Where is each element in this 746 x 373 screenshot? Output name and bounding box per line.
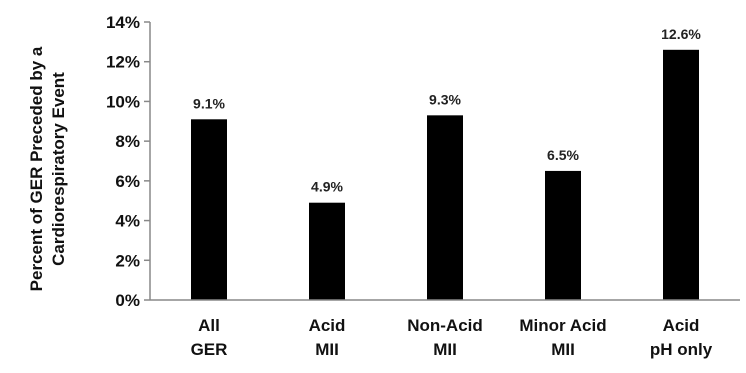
x-axis-categories: All GER Acid MII Non-Acid MII Minor Acid MII Aci… [191, 316, 713, 359]
y-tick-label: 14% [106, 13, 140, 32]
y-tick-label: 4% [115, 212, 140, 231]
x-category-label: MII [551, 340, 575, 359]
y-axis-ticks: 0% 2% 4% 6% 8% 10% 12% 14% [106, 13, 150, 310]
bar [191, 119, 227, 300]
x-category-label: MII [315, 340, 339, 359]
data-label: 9.1% [193, 95, 225, 111]
x-category-label: All [198, 316, 220, 335]
x-category-label: GER [191, 340, 228, 359]
data-label: 12.6% [661, 26, 701, 42]
bar [427, 115, 463, 300]
data-labels: 9.1% 4.9% 9.3% 6.5% 12.6% [193, 26, 701, 195]
bar [309, 202, 345, 300]
x-category-label: Acid [309, 316, 346, 335]
data-label: 6.5% [547, 147, 579, 163]
y-tick-label: 12% [106, 53, 140, 72]
y-axis-label-line: Cardiorespiratory Event [49, 72, 68, 266]
y-axis-label-line: Percent of GER Preceded by a [27, 46, 46, 291]
x-category-label: Non-Acid [407, 316, 483, 335]
y-axis-label: Percent of GER Preceded by a Cardiorespir… [27, 46, 68, 291]
bar [545, 170, 581, 300]
y-tick-label: 10% [106, 92, 140, 111]
data-label: 4.9% [311, 179, 343, 195]
x-category-label: Minor Acid [519, 316, 606, 335]
x-category-label: pH only [650, 340, 713, 359]
y-tick-label: 2% [115, 251, 140, 270]
y-tick-label: 8% [115, 132, 140, 151]
data-label: 9.3% [429, 91, 461, 107]
x-category-label: Acid [663, 316, 700, 335]
y-tick-label: 6% [115, 172, 140, 191]
x-category-label: MII [433, 340, 457, 359]
y-tick-label: 0% [115, 291, 140, 310]
bars [191, 49, 699, 300]
bar [663, 49, 699, 300]
